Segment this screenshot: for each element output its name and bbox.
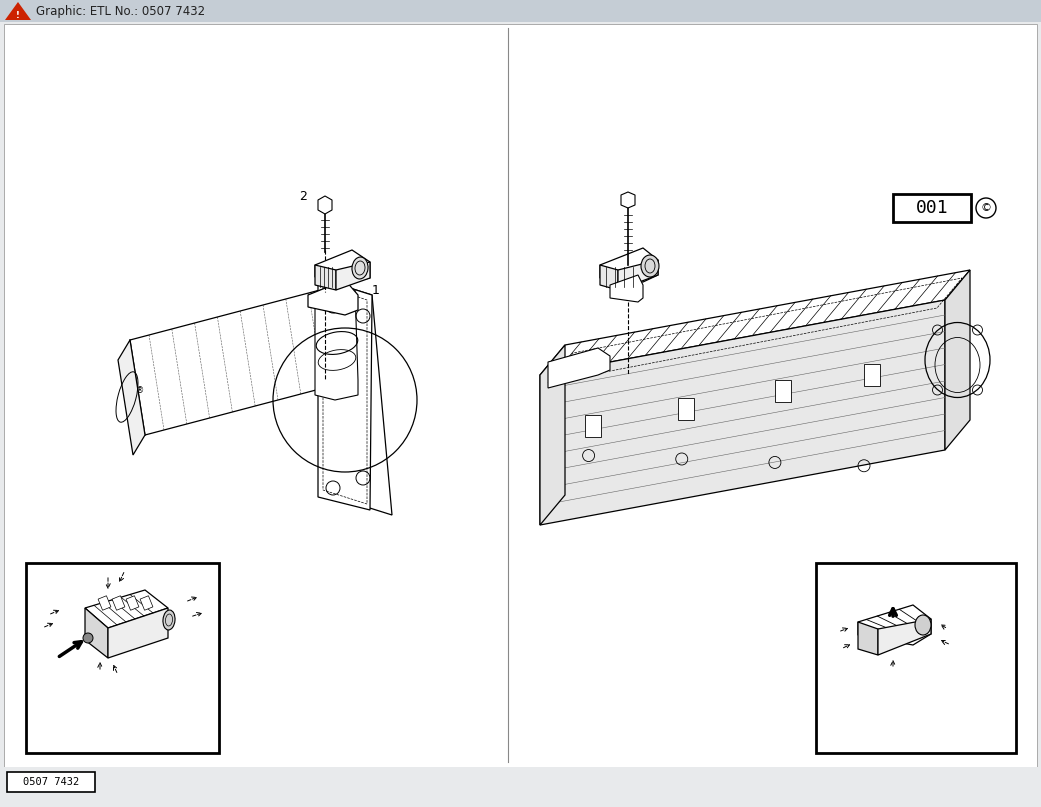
Bar — [816, 563, 1016, 753]
Bar — [0, 0, 1041, 22]
Ellipse shape — [163, 610, 175, 630]
Ellipse shape — [641, 255, 659, 277]
Ellipse shape — [915, 615, 931, 635]
Polygon shape — [108, 608, 168, 658]
Polygon shape — [130, 290, 335, 435]
Polygon shape — [548, 348, 610, 388]
Polygon shape — [85, 608, 108, 658]
Text: 0507 7432: 0507 7432 — [23, 777, 79, 787]
Text: ©: © — [981, 203, 991, 213]
Polygon shape — [315, 285, 358, 400]
Polygon shape — [118, 340, 145, 455]
Bar — [126, 596, 138, 610]
Circle shape — [83, 633, 93, 643]
Polygon shape — [610, 275, 643, 302]
Bar — [98, 596, 111, 610]
Polygon shape — [318, 196, 332, 214]
Bar — [112, 596, 125, 610]
Bar — [26, 563, 219, 753]
Bar — [585, 416, 601, 437]
Ellipse shape — [352, 257, 369, 279]
Text: Graphic: ETL No.: 0507 7432: Graphic: ETL No.: 0507 7432 — [36, 6, 205, 19]
Bar — [0, 767, 1041, 807]
Polygon shape — [945, 270, 970, 450]
Polygon shape — [318, 278, 392, 515]
Text: !: ! — [16, 11, 20, 20]
Text: 2: 2 — [299, 190, 307, 203]
Bar — [893, 194, 971, 222]
Polygon shape — [600, 248, 658, 282]
Polygon shape — [858, 605, 931, 645]
Polygon shape — [618, 260, 658, 290]
Bar — [7, 772, 95, 792]
Bar — [864, 363, 880, 386]
Polygon shape — [315, 265, 336, 290]
Bar — [141, 596, 153, 610]
Text: 1: 1 — [372, 283, 380, 296]
Polygon shape — [540, 300, 945, 525]
Text: 001: 001 — [916, 199, 948, 217]
Polygon shape — [621, 192, 635, 208]
Bar — [775, 380, 791, 402]
Polygon shape — [600, 265, 618, 290]
Polygon shape — [540, 345, 565, 525]
Polygon shape — [878, 619, 931, 655]
Polygon shape — [85, 590, 168, 628]
Polygon shape — [315, 250, 370, 282]
Polygon shape — [5, 2, 31, 20]
Polygon shape — [540, 270, 970, 375]
Polygon shape — [308, 280, 358, 315]
Polygon shape — [336, 262, 370, 290]
Text: $\circledR$: $\circledR$ — [135, 385, 145, 395]
Polygon shape — [858, 622, 878, 655]
Bar — [678, 398, 693, 420]
Polygon shape — [318, 278, 372, 510]
